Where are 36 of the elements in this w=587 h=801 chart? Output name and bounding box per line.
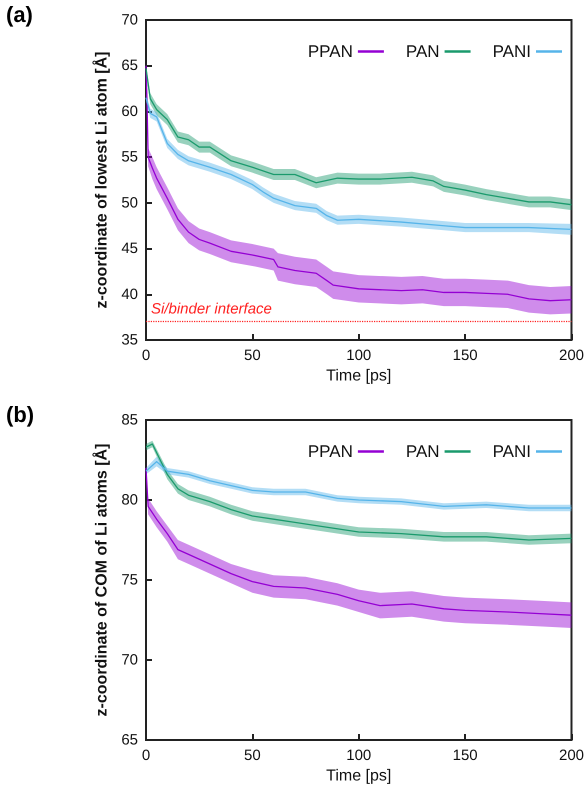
y-tick-label: 70 xyxy=(121,652,138,668)
legend-label: PAN xyxy=(406,442,440,461)
x-axis-title: Time [ps] xyxy=(326,767,392,784)
y-axis-title: z-coordinate of COM of Li atoms [Å] xyxy=(92,444,110,716)
x-tick-label: 0 xyxy=(142,747,150,764)
ref-line-label: Si/binder interface xyxy=(151,300,272,318)
text: (a) xyxy=(6,2,33,28)
legend-label: PPAN xyxy=(308,42,353,61)
y-tick-label: 55 xyxy=(121,148,138,166)
x-axis-title: Time [ps] xyxy=(326,367,392,384)
x-tick-label: 200 xyxy=(558,347,584,364)
y-tick-label: 65 xyxy=(121,732,138,748)
x-tick-label: 100 xyxy=(346,347,372,364)
y-tick-label: 80 xyxy=(121,492,138,508)
x-tick-label: 100 xyxy=(346,747,372,764)
x-tick-label: 150 xyxy=(452,347,478,364)
y-tick-label: 35 xyxy=(121,332,138,348)
x-tick-label: 50 xyxy=(244,747,261,764)
legend-label: PANI xyxy=(492,42,531,61)
legend-label: PANI xyxy=(492,442,531,461)
x-tick-label: 50 xyxy=(244,347,261,364)
text: (b) xyxy=(6,402,34,428)
x-tick-label: 0 xyxy=(142,347,150,364)
y-axis-title: z-coordinate of lowest Li atom [Å] xyxy=(92,52,110,308)
y-tick-label: 75 xyxy=(121,572,138,588)
legend-label: PPAN xyxy=(308,442,353,461)
y-tick-label: 50 xyxy=(121,194,138,212)
legend-label: PAN xyxy=(406,42,440,61)
y-tick-label: 70 xyxy=(121,12,138,28)
y-tick-label: 65 xyxy=(121,57,138,74)
y-tick-label: 85 xyxy=(121,412,138,428)
y-tick-label: 40 xyxy=(121,286,138,303)
y-tick-label: 60 xyxy=(121,102,138,120)
y-tick-label: 45 xyxy=(121,240,138,258)
x-tick-label: 200 xyxy=(558,747,584,764)
x-tick-label: 150 xyxy=(452,747,478,764)
